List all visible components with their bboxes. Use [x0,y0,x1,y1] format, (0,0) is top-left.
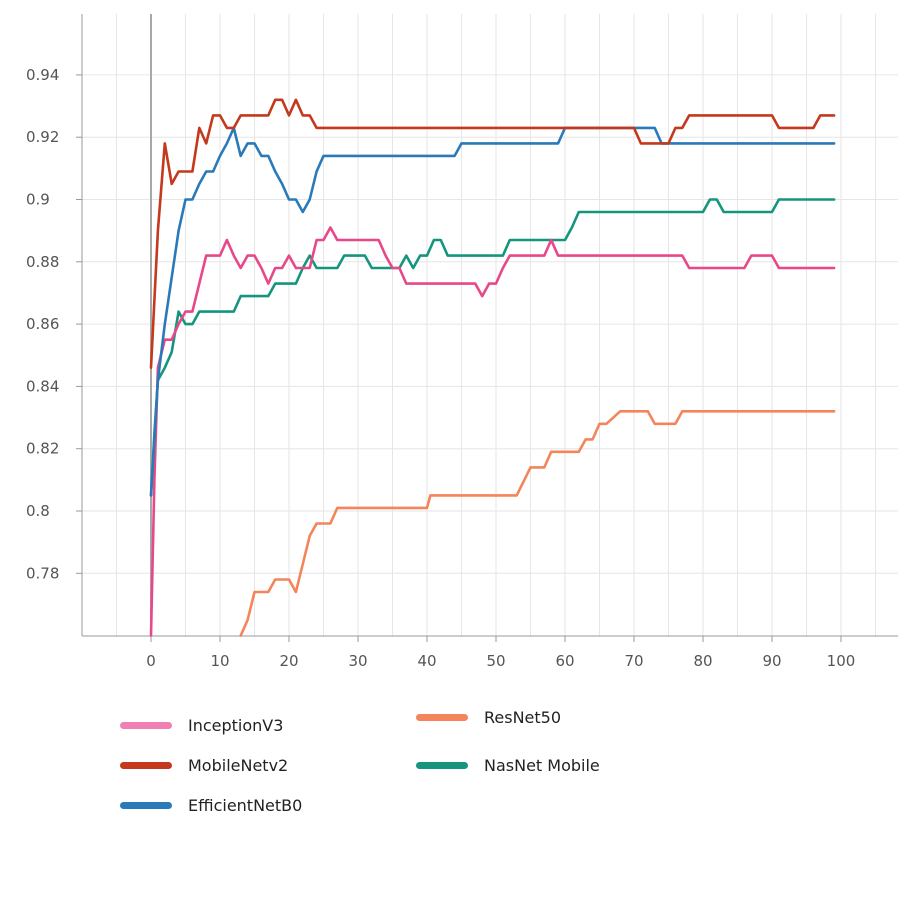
series-line-mobilenetv2 [149,98,836,370]
legend: InceptionV3 MobileNetv2 EfficientNetB0 R… [120,708,680,826]
x-tick-label: 60 [555,652,574,670]
legend-item-inceptionv3[interactable]: InceptionV3 [120,716,283,735]
y-tick-label: 0.86 [26,315,59,333]
legend-swatch-resnet50 [416,714,468,721]
legend-item-mobilenetv2[interactable]: MobileNetv2 [120,756,288,775]
x-tick-label: 0 [146,652,156,670]
legend-swatch-efficientnetb0 [120,802,172,809]
legend-label: MobileNetv2 [188,756,289,775]
series-line-efficientnetb0 [149,126,836,497]
y-tick-label: 0.94 [26,66,59,84]
y-tick-label: 0.9 [26,191,50,209]
legend-swatch-inceptionv3 [120,722,172,729]
grid [81,14,898,636]
legend-item-nasnet-mobile[interactable]: NasNet Mobile [416,756,600,775]
legend-label: NasNet Mobile [484,756,600,775]
x-tick-label: 20 [279,652,298,670]
x-tick-label: 10 [210,652,229,670]
x-tick-label: 70 [624,652,643,670]
x-tick-label: 100 [827,652,856,670]
y-tick-label: 0.84 [26,377,59,395]
legend-label: EfficientNetB0 [188,796,303,815]
x-axis-ticks: 0 10 20 30 40 50 60 70 80 90 100 [146,636,855,670]
series-line-resnet50 [239,409,836,637]
legend-item-resnet50[interactable]: ResNet50 [416,708,561,727]
y-tick-label: 0.8 [26,502,50,520]
legend-label: InceptionV3 [188,716,284,735]
legend-swatch-mobilenetv2 [120,762,172,769]
y-axis-ticks: 0.78 0.8 0.82 0.84 0.86 0.88 0.9 0.92 0.94 [26,66,82,582]
series-line-inceptionv3 [149,226,836,637]
legend-item-efficientnetb0[interactable]: EfficientNetB0 [120,796,302,815]
x-tick-label: 80 [693,652,712,670]
x-tick-label: 40 [417,652,436,670]
series-group [149,98,836,637]
y-tick-label: 0.78 [26,564,59,582]
legend-swatch-nasnet-mobile [416,762,468,769]
x-tick-label: 30 [348,652,367,670]
series-line-nasnet-mobile [149,198,836,497]
y-tick-label: 0.88 [26,253,59,271]
legend-label: ResNet50 [484,708,562,727]
y-tick-label: 0.92 [26,128,59,146]
y-tick-label: 0.82 [26,440,59,458]
x-tick-label: 50 [486,652,505,670]
x-tick-label: 90 [762,652,781,670]
axes [81,14,898,637]
